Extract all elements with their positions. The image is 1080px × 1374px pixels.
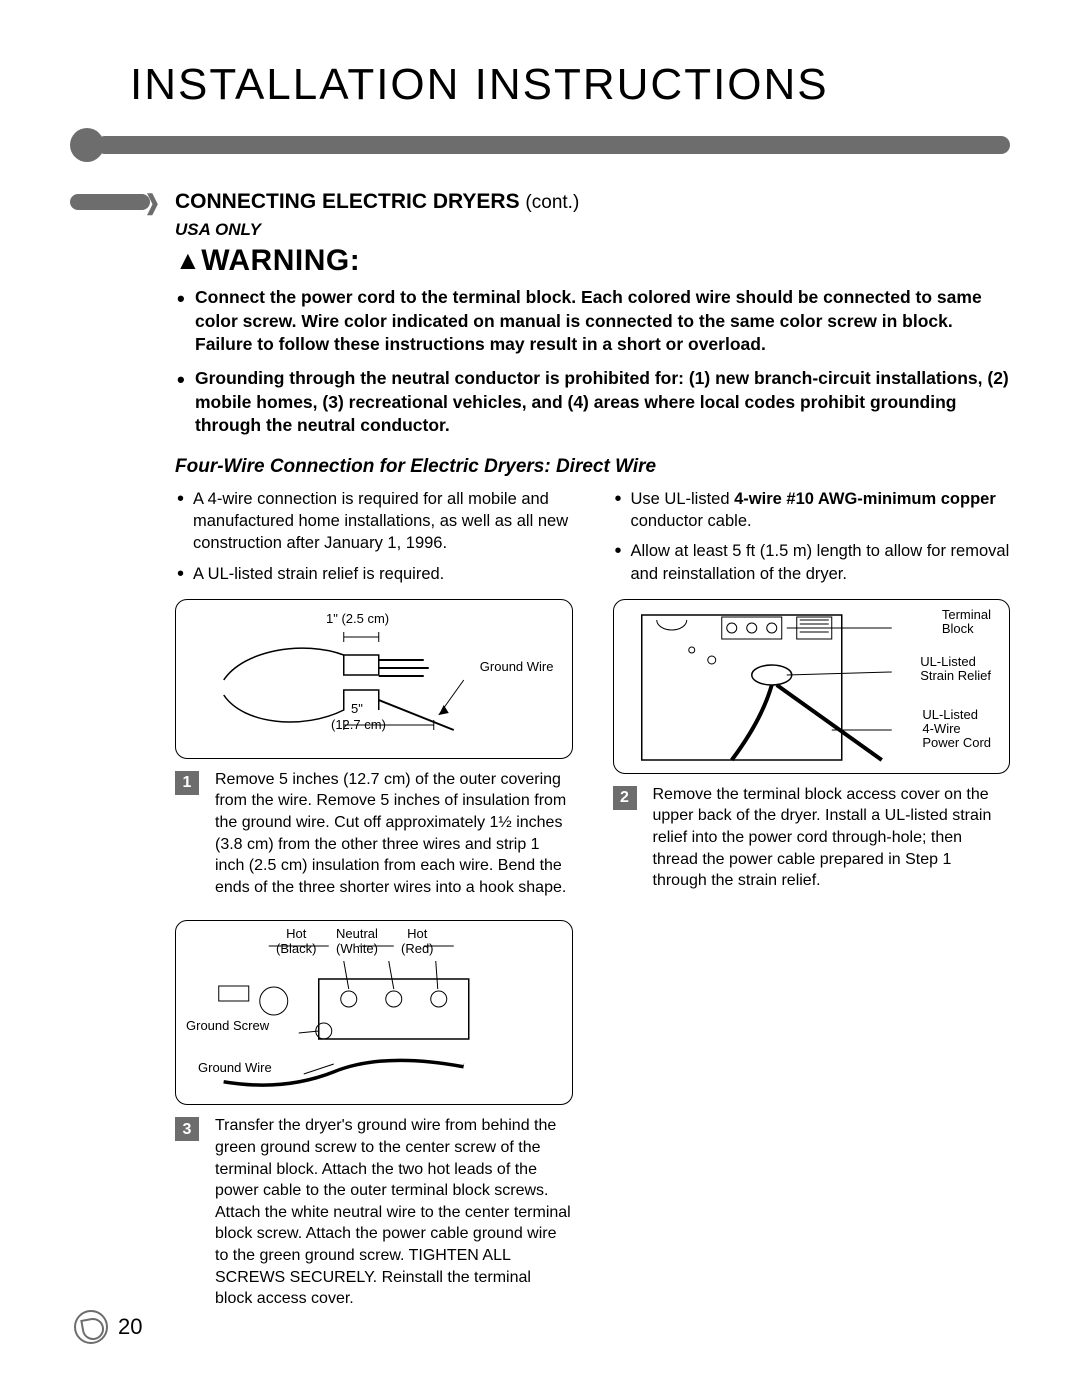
- step-text: Transfer the dryer's ground wire from be…: [215, 1115, 573, 1309]
- terminal-block-label: TerminalBlock: [942, 608, 991, 637]
- section-heading-row: ❱ CONNECTING ELECTRIC DRYERS (cont.): [175, 190, 1010, 214]
- hot-black-label: Hot(Black): [276, 927, 316, 956]
- section-heading-text: CONNECTING ELECTRIC DRYERS: [175, 190, 520, 213]
- hot-red-label: Hot(Red): [401, 927, 434, 956]
- warning-item: Grounding through the neutral conductor …: [175, 367, 1010, 438]
- step-number-badge: 1: [175, 771, 199, 795]
- section-marker-pill: [70, 194, 150, 210]
- step-1: 1 Remove 5 inches (12.7 cm) of the outer…: [175, 769, 573, 899]
- ground-wire-label: Ground Wire: [198, 1061, 272, 1075]
- dim-label-top: 1" (2.5 cm): [326, 612, 389, 626]
- brand-logo-icon: [74, 1310, 108, 1344]
- list-item: Use UL-listed 4-wire #10 AWG-minimum cop…: [613, 488, 1011, 533]
- diagram-dryer-back: TerminalBlock UL-ListedStrain Relief UL-…: [613, 599, 1011, 774]
- warning-heading: ▲WARNING:: [175, 244, 1010, 278]
- page-title: INSTALLATION INSTRUCTIONS: [130, 60, 1010, 110]
- ground-wire-label: Ground Wire: [480, 660, 554, 674]
- chevron-right-icon: ❱: [143, 190, 161, 216]
- warning-list: Connect the power cord to the terminal b…: [175, 286, 1010, 438]
- section-heading: CONNECTING ELECTRIC DRYERS (cont.): [175, 190, 1010, 214]
- page-number: 20: [118, 1314, 142, 1340]
- diagram-terminal-wiring: Hot(Black) Neutral(White) Hot(Red) Groun…: [175, 920, 573, 1105]
- left-bullet-list: A 4-wire connection is required for all …: [175, 488, 573, 585]
- warning-triangle-icon: ▲: [175, 245, 201, 275]
- divider-bar: [96, 136, 1010, 154]
- dim-label-bottom: 5": [351, 702, 363, 716]
- right-column: Use UL-listed 4-wire #10 AWG-minimum cop…: [613, 488, 1011, 1310]
- list-item: A 4-wire connection is required for all …: [175, 488, 573, 555]
- dim-label-bottom2: (12.7 cm): [331, 718, 386, 732]
- warning-item: Connect the power cord to the terminal b…: [175, 286, 1010, 357]
- region-label: USA ONLY: [175, 220, 1010, 240]
- right-bullet-list: Use UL-listed 4-wire #10 AWG-minimum cop…: [613, 488, 1011, 585]
- step-number-badge: 2: [613, 786, 637, 810]
- step-text: Remove the terminal block access cover o…: [653, 784, 1011, 892]
- warning-word: WARNING:: [201, 244, 360, 277]
- list-item: A UL-listed strain relief is required.: [175, 563, 573, 585]
- header-divider: [70, 128, 1010, 162]
- step-3: 3 Transfer the dryer's ground wire from …: [175, 1115, 573, 1309]
- page-footer: 20: [74, 1310, 142, 1344]
- left-column: A 4-wire connection is required for all …: [175, 488, 573, 1310]
- step-number-badge: 3: [175, 1117, 199, 1141]
- ground-screw-label: Ground Screw: [186, 1019, 269, 1033]
- section-heading-cont: (cont.): [525, 192, 579, 213]
- step-2: 2 Remove the terminal block access cover…: [613, 784, 1011, 892]
- step-text: Remove 5 inches (12.7 cm) of the outer c…: [215, 769, 573, 899]
- diagram-wire-strip: 1" (2.5 cm) Ground Wire 5" (12.7 cm): [175, 599, 573, 759]
- strain-relief-label: UL-ListedStrain Relief: [920, 655, 991, 684]
- sub-heading: Four-Wire Connection for Electric Dryers…: [175, 456, 1010, 478]
- power-cord-label: UL-Listed4-WirePower Cord: [922, 708, 991, 751]
- list-item: Allow at least 5 ft (1.5 m) length to al…: [613, 540, 1011, 585]
- neutral-white-label: Neutral(White): [336, 927, 378, 956]
